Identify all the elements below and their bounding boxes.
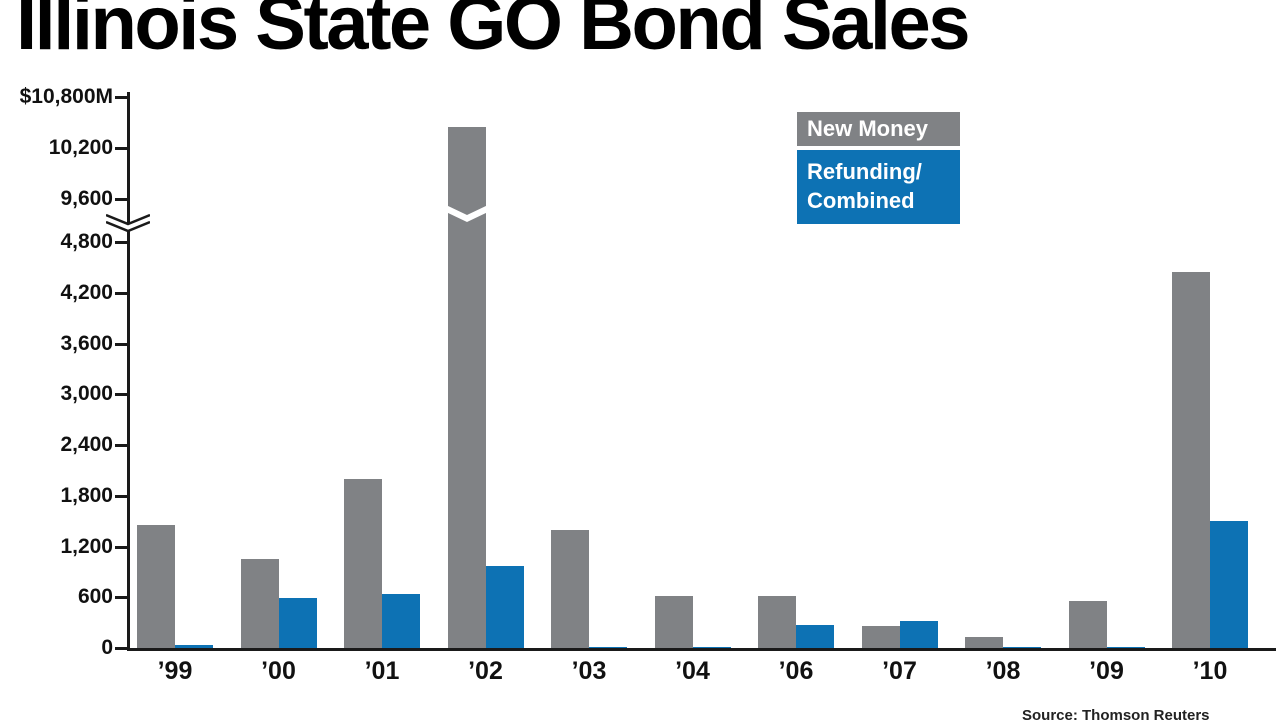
bar-refunding-06: [796, 624, 834, 648]
x-category-label: ’08: [985, 657, 1021, 685]
bar-new-money-08: [965, 637, 1003, 648]
y-tick-label: 2,400: [60, 433, 113, 456]
y-tick-mark: [115, 393, 130, 397]
y-tick-label: 3,000: [60, 382, 113, 406]
bar-new-money-07: [861, 626, 900, 648]
y-tick-mark: [115, 291, 130, 295]
y-tick-label: 600: [77, 585, 113, 609]
bar-new-money-09: [1068, 601, 1107, 648]
y-tick-label: 1,800: [60, 483, 113, 507]
x-category-label: ’01: [364, 657, 400, 685]
y-tick-label: 3,600: [60, 331, 113, 355]
source-credit: Source: Thomson Reuters: [1022, 707, 1210, 720]
chart-title: Illinois State GO Bond Sales: [16, 0, 971, 66]
bar-refunding-08: [1003, 646, 1041, 648]
y-tick-mark: [115, 241, 130, 244]
bar-new-money-10: [1172, 271, 1210, 648]
x-category-label: ’99: [157, 657, 193, 685]
y-tick-label: 4,200: [60, 280, 113, 304]
y-tick-mark: [115, 647, 130, 650]
y-tick-label: 4,800: [60, 230, 113, 253]
bar-new-money-00: [240, 559, 279, 648]
y-tick-mark: [115, 596, 130, 600]
x-category-label: ’04: [675, 657, 710, 685]
y-tick-label: $10,800M: [19, 85, 113, 108]
x-category-label: ’02: [468, 657, 503, 685]
bar-new-money-04: [654, 596, 693, 648]
bar-refunding-10: [1210, 521, 1248, 648]
legend-refunding-combined: Refunding/ Combined: [797, 150, 960, 224]
x-category-label: ’03: [571, 657, 607, 685]
bar-refunding-02: [485, 565, 524, 648]
y-tick-mark: [115, 545, 130, 549]
bar-refunding-99: [175, 644, 213, 648]
bar-refunding-01: [382, 593, 420, 648]
y-tick-mark: [115, 96, 130, 99]
x-category-label: ’07: [882, 657, 917, 685]
bar-refunding-04: [692, 646, 731, 648]
bar-new-money-06: [758, 595, 796, 648]
y-axis-break-icon: [105, 210, 151, 234]
x-category-label: ’06: [778, 657, 814, 685]
bar-new-money-03: [551, 529, 589, 648]
y-tick-label: 10,200: [48, 136, 113, 159]
bar-new-money-99: [137, 525, 175, 648]
y-tick-mark: [115, 342, 130, 346]
bar-refunding-03: [589, 646, 627, 648]
y-tick-mark: [115, 147, 130, 150]
legend-new-money: New Money: [797, 112, 960, 146]
y-tick-mark: [115, 198, 130, 201]
y-tick-label: 9,600: [60, 187, 113, 210]
y-axis-line: [127, 92, 130, 651]
legend: New Money Refunding/ Combined: [797, 112, 960, 224]
bar-new-money-01: [344, 478, 382, 648]
y-tick-label: 1,200: [60, 534, 113, 558]
x-category-label: ’00: [261, 657, 296, 685]
x-category-label: ’09: [1089, 657, 1124, 685]
bar-break-icon: [445, 202, 488, 224]
bar-refunding-07: [899, 620, 938, 648]
x-category-label: ’10: [1192, 657, 1228, 685]
y-tick-mark: [115, 494, 130, 498]
x-axis-line: [127, 648, 1276, 651]
bar-refunding-09: [1106, 646, 1145, 648]
y-tick-label: 0: [101, 636, 113, 659]
y-tick-mark: [115, 444, 130, 447]
bar-refunding-00: [278, 598, 317, 648]
